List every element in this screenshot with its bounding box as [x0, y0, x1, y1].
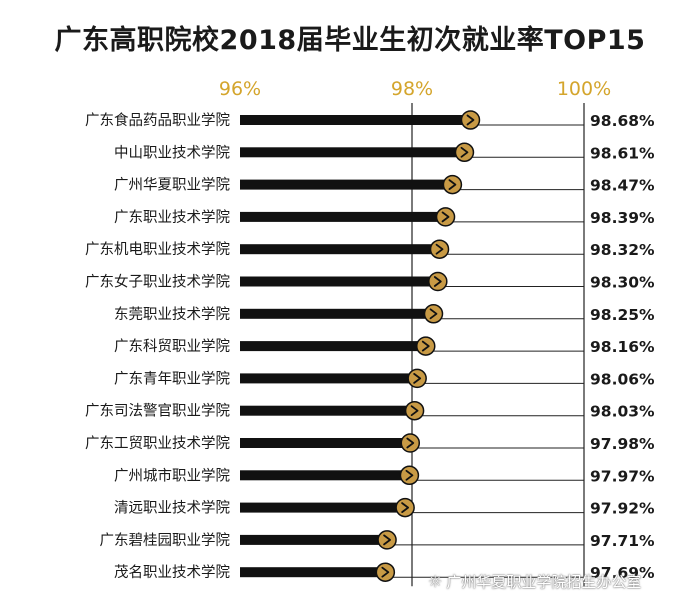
- bar: [240, 308, 434, 319]
- bar-end-marker: [375, 562, 396, 582]
- category-label: 广东碧桂园职业学院: [100, 532, 231, 549]
- chevron-right-icon: [381, 566, 390, 578]
- value-label: 97.71%: [590, 532, 655, 550]
- value-label: 98.47%: [590, 177, 655, 195]
- chevron-right-icon: [435, 243, 444, 255]
- chevron-right-icon: [401, 502, 410, 513]
- chevron-right-icon: [466, 114, 475, 126]
- category-label: 广东女子职业技术学院: [85, 273, 230, 291]
- category-label: 东莞职业技术学院: [114, 306, 230, 323]
- value-label: 98.06%: [590, 370, 655, 388]
- bar-end-marker: [442, 174, 463, 195]
- bar: [240, 341, 426, 352]
- category-label: 广东食品药品职业学院: [85, 112, 230, 129]
- category-label: 广东机电职业技术学院: [85, 241, 230, 258]
- chevron-right-icon: [441, 211, 450, 223]
- category-label: 广东司法警官职业学院: [85, 403, 230, 420]
- bar-end-marker: [407, 368, 427, 389]
- wechat-icon: ☼: [428, 572, 443, 591]
- category-label: 广州城市职业学院: [114, 467, 230, 484]
- value-label: 97.69%: [590, 564, 655, 582]
- bar-end-marker: [423, 304, 444, 324]
- bar: [240, 179, 453, 190]
- value-label: 98.30%: [590, 274, 655, 292]
- bar: [240, 211, 446, 222]
- chevron-right-icon: [421, 340, 430, 352]
- bar: [240, 373, 418, 384]
- category-label: 广东科贸职业学院: [114, 338, 230, 355]
- bar: [240, 405, 415, 416]
- chevron-right-icon: [448, 179, 457, 190]
- bar-end-marker: [460, 110, 481, 130]
- chevron-right-icon: [406, 437, 415, 449]
- bar-end-marker: [429, 239, 450, 259]
- bar: [240, 438, 411, 448]
- bar-end-marker: [377, 530, 397, 550]
- category-label: 广州华夏职业学院: [114, 177, 230, 194]
- watermark: ☼ 广州华夏职业学院招生办公室: [428, 571, 641, 592]
- bar: [240, 244, 440, 255]
- bar: [240, 276, 438, 287]
- value-label: 98.03%: [590, 403, 655, 421]
- bar: [240, 502, 406, 513]
- value-label: 98.39%: [590, 209, 655, 227]
- chevron-right-icon: [429, 308, 438, 320]
- chevron-right-icon: [383, 534, 391, 546]
- chevron-right-icon: [405, 469, 414, 481]
- chevron-right-icon: [410, 405, 419, 417]
- bar: [240, 567, 386, 578]
- bar-end-marker: [435, 207, 456, 227]
- bar-end-marker: [454, 142, 475, 163]
- value-label: 98.32%: [590, 241, 655, 259]
- x-tick-label: 96%: [219, 78, 261, 100]
- x-tick-label: 98%: [391, 78, 433, 100]
- x-tick-label: 100%: [557, 78, 611, 100]
- value-label: 97.92%: [590, 500, 655, 518]
- category-label: 茂名职业技术学院: [114, 564, 230, 581]
- bar: [240, 534, 388, 545]
- bar-end-marker: [404, 400, 425, 421]
- bar-end-marker: [399, 465, 420, 486]
- value-label: 98.61%: [590, 144, 655, 162]
- chart-title: 广东高职院校2018届毕业生初次就业率TOP15: [54, 25, 646, 56]
- category-label: 广东青年职业学院: [114, 370, 230, 387]
- category-label: 清远职业技术学院: [114, 500, 230, 517]
- bar: [240, 147, 465, 158]
- value-label: 98.16%: [590, 338, 655, 356]
- chevron-right-icon: [460, 146, 469, 158]
- category-label: 中山职业技术学院: [114, 144, 230, 161]
- value-label: 98.68%: [590, 112, 655, 130]
- value-label: 97.97%: [590, 467, 655, 485]
- bar: [240, 115, 471, 125]
- chevron-right-icon: [413, 373, 422, 384]
- value-label: 98.25%: [590, 306, 655, 324]
- chevron-right-icon: [433, 276, 442, 287]
- bar: [240, 470, 410, 481]
- bar-end-marker: [400, 433, 421, 453]
- bar-end-marker: [395, 497, 415, 518]
- value-label: 97.98%: [590, 435, 655, 453]
- category-label: 广东职业技术学院: [114, 209, 230, 226]
- category-label: 广东工贸职业技术学院: [85, 435, 230, 452]
- bar-end-marker: [416, 336, 436, 356]
- bar-end-marker: [428, 271, 448, 292]
- watermark-text: 广州华夏职业学院招生办公室: [446, 573, 642, 591]
